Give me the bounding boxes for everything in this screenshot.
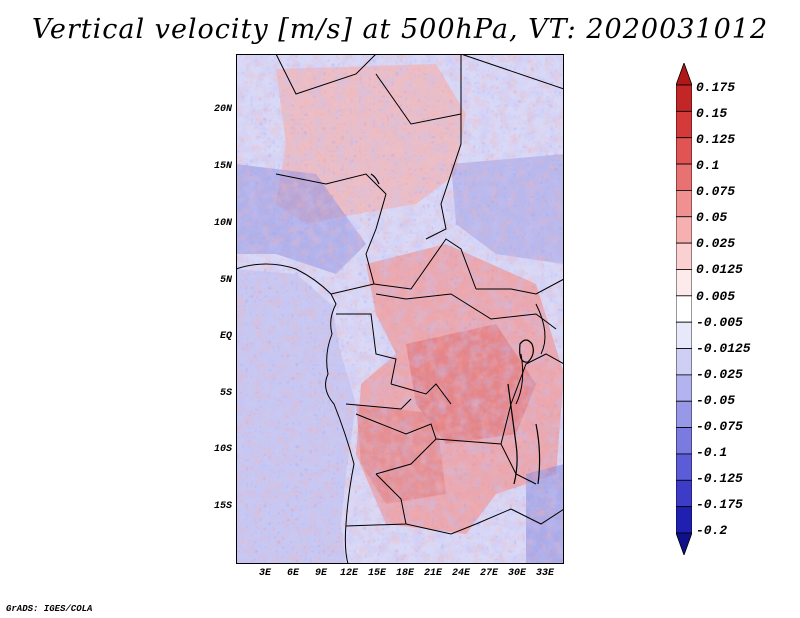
lake-malawi — [535, 423, 541, 485]
colorbar-label: -0.1 — [696, 445, 728, 460]
colorbar-swatch — [676, 400, 692, 428]
colorbar-swatch — [676, 84, 692, 112]
velocity-map — [236, 54, 564, 564]
lon-label: 12E — [339, 568, 358, 579]
lake-chad — [370, 173, 380, 185]
lon-label: 33E — [535, 568, 554, 579]
colorbar-swatch — [676, 110, 692, 139]
colorbar-label: -0.2 — [696, 523, 728, 538]
lon-label: 27E — [479, 568, 498, 579]
colorbar-swatch — [676, 63, 692, 86]
lon-label: 30E — [507, 568, 526, 579]
lat-label: 5N — [219, 275, 232, 286]
credit-text: GrADS: IGES/COLA — [6, 604, 93, 614]
lat-label: EQ — [219, 331, 232, 342]
lat-label: 15N — [213, 161, 232, 172]
lat-label: 10N — [213, 218, 232, 229]
colorbar-swatch — [676, 163, 692, 191]
borders — [236, 54, 564, 564]
texture-mix — [236, 54, 564, 564]
lon-label: 15E — [367, 568, 386, 579]
colorbar-label: -0.0125 — [696, 341, 751, 356]
lon-label: 21E — [423, 568, 442, 579]
colorbar-label: 0.005 — [696, 289, 736, 304]
colorbar-label: 0.1 — [696, 158, 720, 173]
lat-label: 10S — [213, 444, 232, 455]
colorbar — [676, 63, 692, 555]
colorbar-label: -0.005 — [696, 315, 743, 330]
colorbar-label: 0.125 — [696, 132, 736, 147]
colorbar-label: 0.025 — [696, 236, 736, 251]
colorbar-swatch — [676, 374, 692, 402]
colorbar-swatch — [676, 321, 692, 349]
lat-label: 20N — [213, 104, 232, 115]
colorbar-swatch — [676, 506, 692, 534]
lon-label: 18E — [395, 568, 414, 579]
colorbar-label: 0.15 — [696, 106, 728, 121]
lon-label: 9E — [314, 568, 327, 579]
colorbar-label: -0.175 — [696, 497, 743, 512]
colorbar-label: 0.175 — [696, 80, 736, 95]
colorbar-swatch — [676, 269, 692, 297]
lon-label: 3E — [258, 568, 271, 579]
colorbar-label: -0.075 — [696, 419, 743, 434]
lakes — [370, 173, 541, 485]
colorbar-swatch — [676, 348, 692, 376]
colorbar-swatches — [676, 63, 692, 555]
colorbar-swatch — [676, 479, 692, 508]
lon-label: 6E — [286, 568, 299, 579]
map-frame — [236, 54, 564, 564]
map-title: Vertical velocity [m/s] at 500hPa, VT: 2… — [31, 14, 769, 45]
colorbar-label: 0.05 — [696, 210, 728, 225]
colorbar-swatch — [676, 427, 692, 455]
lake-tanganyika — [507, 383, 518, 485]
lat-label: 15S — [213, 501, 232, 512]
colorbar-label: -0.05 — [696, 393, 736, 408]
colorbar-swatch — [676, 137, 692, 165]
colorbar-swatch — [676, 190, 692, 218]
coastline — [236, 263, 355, 564]
lon-label: 24E — [451, 568, 470, 579]
lat-label: 5S — [219, 388, 232, 399]
colorbar-label: 0.075 — [696, 184, 736, 199]
colorbar-swatch — [676, 242, 692, 270]
colorbar-swatch — [676, 216, 692, 244]
lake-victoria — [519, 339, 534, 363]
colorbar-label: 0.0125 — [696, 262, 743, 277]
colorbar-label: -0.025 — [696, 367, 743, 382]
colorbar-swatch — [676, 532, 692, 555]
colorbar-label: -0.125 — [696, 471, 743, 486]
colorbar-swatch — [676, 295, 692, 323]
colorbar-swatch — [676, 453, 692, 481]
